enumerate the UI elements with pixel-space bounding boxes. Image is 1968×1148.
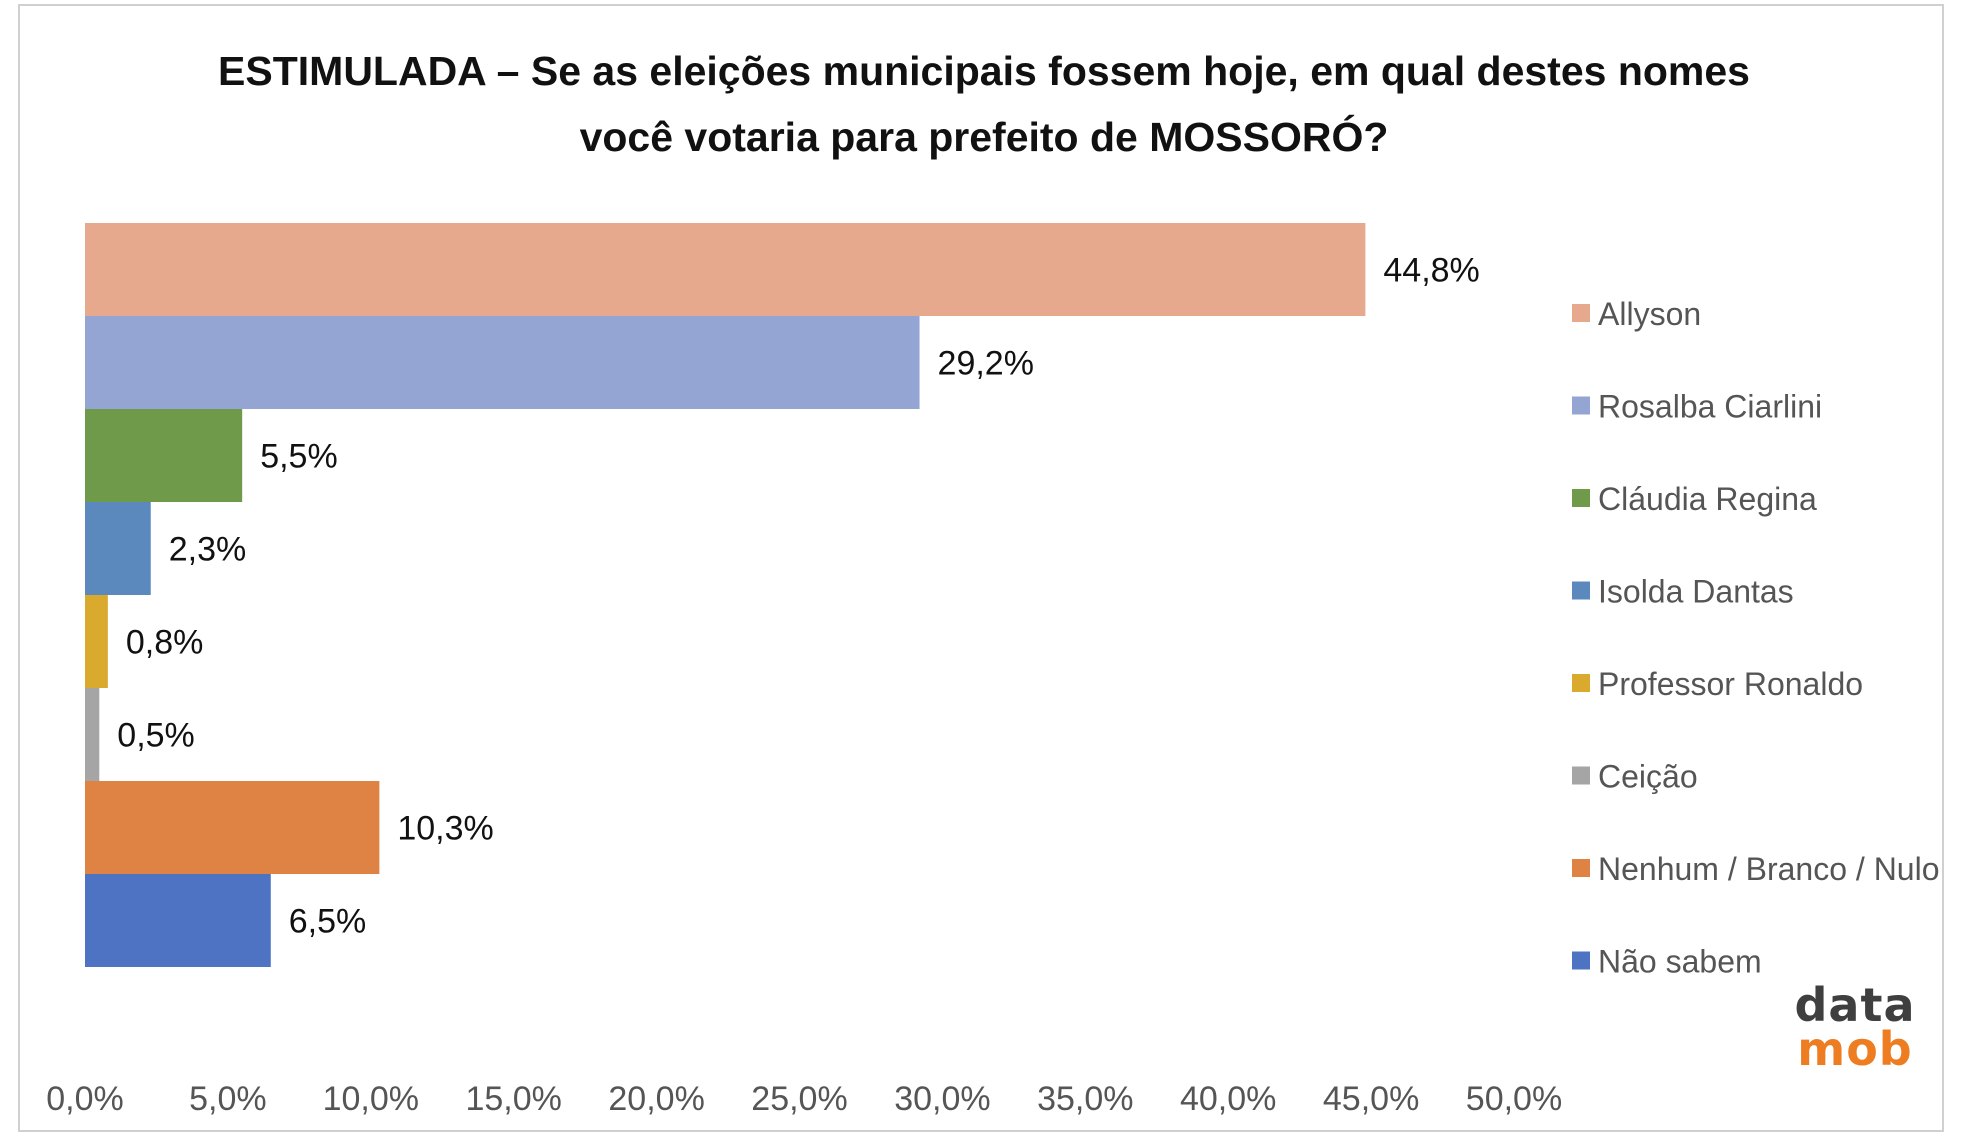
x-tick-label: 5,0% bbox=[189, 1080, 267, 1118]
x-tick-label: 50,0% bbox=[1466, 1080, 1562, 1118]
logo-line-2: mob bbox=[1797, 1022, 1913, 1076]
value-label-nenhum-branco-nulo: 10,3% bbox=[397, 810, 493, 848]
x-tick-label: 30,0% bbox=[894, 1080, 990, 1118]
bar-claudia-regina bbox=[85, 409, 243, 502]
chart-title-line-2: você votaria para prefeito de MOSSORÓ? bbox=[579, 114, 1389, 160]
bars bbox=[85, 223, 1366, 967]
x-tick-label: 15,0% bbox=[465, 1080, 561, 1118]
x-tick-label: 25,0% bbox=[751, 1080, 847, 1118]
bar-rosalba-ciarlini bbox=[85, 316, 920, 409]
bar-allyson bbox=[85, 223, 1366, 316]
legend-label-isolda-dantas: Isolda Dantas bbox=[1598, 574, 1794, 610]
x-axis-ticks: 0,0% 5,0% 10,0% 15,0% 20,0% 25,0% 30,0% 35,0% 40… bbox=[46, 1080, 1562, 1118]
legend-label-professor-ronaldo: Professor Ronaldo bbox=[1598, 666, 1863, 702]
legend-swatch-rosalba-ciarlini bbox=[1572, 396, 1590, 415]
chart-title: ESTIMULADA – Se as eleições municipais f… bbox=[0, 38, 1968, 170]
legend-label-allyson: Allyson bbox=[1598, 296, 1701, 332]
value-label-ceicao: 0,5% bbox=[117, 717, 195, 755]
chart-frame bbox=[18, 4, 1944, 1132]
x-tick-label: 20,0% bbox=[608, 1080, 704, 1118]
bar-nenhum-branco-nulo bbox=[85, 781, 380, 874]
legend-label-rosalba-ciarlini: Rosalba Ciarlini bbox=[1598, 389, 1822, 425]
x-tick-label: 45,0% bbox=[1323, 1080, 1419, 1118]
legend-label-nao-sabem: Não sabem bbox=[1598, 944, 1762, 980]
value-labels: 44,8% 29,2% 5,5% 2,3% 0,8% 0,5% 10,3% 6,5% bbox=[117, 252, 1480, 941]
legend-label-nenhum-branco-nulo: Nenhum / Branco / Nulo bbox=[1598, 851, 1940, 887]
logo-line-1: data bbox=[1794, 978, 1916, 1032]
legend-swatch-ceicao bbox=[1572, 766, 1590, 785]
value-label-claudia-regina: 5,5% bbox=[260, 438, 338, 476]
x-tick-label: 0,0% bbox=[46, 1080, 124, 1118]
value-label-rosalba-ciarlini: 29,2% bbox=[938, 345, 1034, 383]
value-label-isolda-dantas: 2,3% bbox=[169, 531, 247, 569]
legend-swatch-isolda-dantas bbox=[1572, 581, 1590, 600]
bar-nao-sabem bbox=[85, 874, 271, 967]
bar-professor-ronaldo bbox=[85, 595, 108, 688]
legend-swatch-professor-ronaldo bbox=[1572, 674, 1590, 692]
legend-swatch-claudia-regina bbox=[1572, 489, 1590, 507]
datamob-logo: data mob bbox=[1790, 978, 1920, 1076]
bar-isolda-dantas bbox=[85, 502, 151, 595]
chart-title-line-1: ESTIMULADA – Se as eleições municipais f… bbox=[218, 48, 1750, 94]
legend-label-claudia-regina: Cláudia Regina bbox=[1598, 481, 1817, 517]
value-label-professor-ronaldo: 0,8% bbox=[126, 624, 204, 662]
value-label-nao-sabem: 6,5% bbox=[289, 903, 367, 941]
legend-swatch-nao-sabem bbox=[1572, 951, 1590, 970]
x-tick-label: 40,0% bbox=[1180, 1080, 1276, 1118]
x-tick-label: 10,0% bbox=[323, 1080, 419, 1118]
value-label-allyson: 44,8% bbox=[1383, 252, 1479, 290]
legend-swatch-allyson bbox=[1572, 304, 1590, 322]
bar-ceicao bbox=[85, 688, 100, 781]
x-tick-label: 35,0% bbox=[1037, 1080, 1133, 1118]
legend: Allyson Rosalba Ciarlini Cláudia Regina Iso… bbox=[1572, 296, 1940, 980]
legend-swatch-nenhum-branco-nulo bbox=[1572, 859, 1590, 877]
legend-label-ceicao: Ceição bbox=[1598, 759, 1698, 795]
